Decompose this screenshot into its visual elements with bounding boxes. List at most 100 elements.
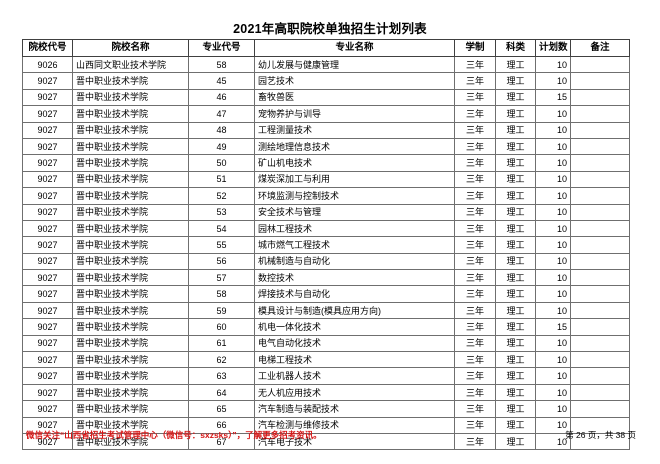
cell-school-code: 9027 [22,203,73,221]
cell-category: 理工 [495,383,536,402]
cell-duration: 三年 [454,269,496,287]
cell-remark [570,203,630,221]
cell-major-name: 宠物养护与训导 [254,105,455,123]
cell-major-code: 57 [188,269,255,287]
cell-duration: 三年 [454,285,496,303]
cell-major-code: 56 [188,252,255,271]
table-row: 9027 晋中职业技术学院 52 环境监测与控制技术 三年 理工 10 [22,187,630,205]
cell-remark [570,269,630,287]
cell-duration: 三年 [454,137,496,156]
cell-quota: 10 [535,400,571,418]
table-row: 9027 晋中职业技术学院 63 工业机器人技术 三年 理工 10 [22,367,630,385]
table-row: 9027 晋中职业技术学院 53 安全技术与管理 三年 理工 10 [22,203,630,221]
cell-quota: 10 [535,285,571,303]
cell-remark [570,351,630,369]
cell-quota: 10 [535,269,571,287]
cell-major-name: 机械制造与自动化 [254,252,455,271]
cell-school-name: 晋中职业技术学院 [72,285,189,303]
cell-remark [570,383,630,402]
table-header-row: 院校代号 院校名称 专业代号 专业名称 学制 科类 计划数 备注 [22,39,630,57]
cell-school-name: 晋中职业技术学院 [72,236,189,254]
table-row: 9027 晋中职业技术学院 51 煤炭深加工与利用 三年 理工 10 [22,170,630,189]
cell-school-name: 晋中职业技术学院 [72,137,189,156]
cell-quota: 10 [535,170,571,189]
cell-remark [570,416,630,434]
cell-major-code: 47 [188,105,255,123]
cell-school-code: 9027 [22,137,73,156]
table-row: 9026 山西同文职业技术学院 58 幼儿发展与健康管理 三年 理工 10 [22,55,630,74]
cell-major-name: 机电一体化技术 [254,318,455,336]
table-row: 9027 晋中职业技术学院 47 宠物养护与训导 三年 理工 10 [22,105,630,123]
table-row: 9027 晋中职业技术学院 55 城市燃气工程技术 三年 理工 10 [22,236,630,254]
cell-category: 理工 [495,318,536,336]
cell-major-name: 模具设计与制造(模具应用方向) [254,301,455,320]
cell-major-name: 幼儿发展与健康管理 [254,55,455,74]
cell-major-name: 汽车电子技术 [254,432,455,451]
cell-school-name: 晋中职业技术学院 [72,351,189,369]
cell-duration: 三年 [454,252,496,271]
cell-category: 理工 [495,367,536,385]
cell-remark [570,170,630,189]
cell-major-name: 城市燃气工程技术 [254,236,455,254]
cell-school-code: 9027 [22,269,73,287]
cell-duration: 三年 [454,400,496,418]
cell-duration: 三年 [454,55,496,74]
cell-school-code: 9027 [22,383,73,402]
cell-duration: 三年 [454,301,496,320]
cell-school-code: 9027 [22,105,73,123]
cell-major-name: 安全技术与管理 [254,203,455,221]
page-footer: 微信关注“山西省招生考试管理中心（微信号：sxzsks）”，了解更多招考资讯。 … [0,428,660,444]
cell-category: 理工 [495,351,536,369]
cell-quota: 15 [535,88,571,107]
cell-category: 理工 [495,285,536,303]
cell-remark [570,137,630,156]
cell-major-code: 60 [188,318,255,336]
cell-duration: 三年 [454,432,496,451]
cell-quota: 10 [535,301,571,320]
cell-duration: 三年 [454,367,496,385]
cell-category: 理工 [495,301,536,320]
cell-remark [570,318,630,336]
table-row: 9027 晋中职业技术学院 56 机械制造与自动化 三年 理工 10 [22,252,630,271]
column-header-remark: 备注 [570,39,630,57]
cell-school-code: 9027 [22,301,73,320]
cell-school-code: 9027 [22,72,73,90]
cell-major-name: 矿山机电技术 [254,154,455,172]
cell-duration: 三年 [454,383,496,402]
cell-duration: 三年 [454,351,496,369]
cell-remark [570,400,630,418]
cell-category: 理工 [495,236,536,254]
cell-major-name: 数控技术 [254,269,455,287]
cell-category: 理工 [495,416,536,434]
cell-major-code: 55 [188,236,255,254]
table-row: 9027 晋中职业技术学院 54 园林工程技术 三年 理工 10 [22,219,630,238]
cell-major-name: 工程测量技术 [254,121,455,139]
cell-category: 理工 [495,219,536,238]
cell-major-code: 50 [188,154,255,172]
cell-school-code: 9027 [22,88,73,107]
cell-major-name: 汽车制造与装配技术 [254,400,455,418]
cell-category: 理工 [495,55,536,74]
cell-quota: 10 [535,72,571,90]
cell-school-name: 山西同文职业技术学院 [72,55,189,74]
column-header-quota: 计划数 [535,39,571,57]
cell-category: 理工 [495,252,536,271]
cell-school-name: 晋中职业技术学院 [72,252,189,271]
column-header-duration: 学制 [454,39,496,57]
cell-major-code: 62 [188,351,255,369]
cell-major-name: 畜牧兽医 [254,88,455,107]
cell-major-name: 煤炭深加工与利用 [254,170,455,189]
cell-school-name: 晋中职业技术学院 [72,269,189,287]
cell-major-name: 焊接技术与自动化 [254,285,455,303]
column-header-major-name: 专业名称 [254,39,455,57]
cell-remark [570,252,630,271]
cell-duration: 三年 [454,203,496,221]
cell-major-name: 环境监测与控制技术 [254,187,455,205]
cell-quota: 10 [535,383,571,402]
cell-major-name: 电梯工程技术 [254,351,455,369]
cell-remark [570,187,630,205]
cell-school-name: 晋中职业技术学院 [72,105,189,123]
cell-major-name: 园林工程技术 [254,219,455,238]
cell-remark [570,367,630,385]
